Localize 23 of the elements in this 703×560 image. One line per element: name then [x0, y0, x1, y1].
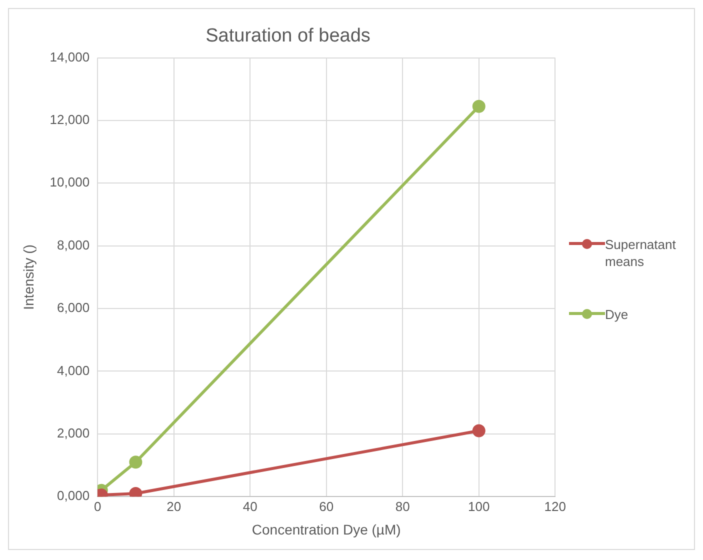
legend-label: Supernatant means [605, 236, 677, 270]
y-tick-label: 12,000 [50, 112, 90, 128]
x-tick-label: 0 [94, 498, 102, 514]
x-axis-title: Concentration Dye (µM) [252, 521, 401, 538]
legend-label: Dye [605, 306, 628, 322]
x-tick-label: 80 [395, 498, 410, 514]
y-tick-label: 14,000 [50, 49, 90, 64]
point [472, 100, 486, 113]
point [472, 424, 486, 438]
point [129, 456, 142, 469]
y-tick-label: 4,000 [57, 362, 90, 378]
chart-title: Saturation of beads [206, 26, 370, 47]
x-tick-label: 40 [242, 498, 258, 514]
y-tick-label: 10,000 [50, 174, 90, 190]
x-tick-label: 100 [468, 498, 490, 514]
x-tick-label: 60 [319, 498, 334, 514]
y-axis-title: Intensity () [20, 244, 36, 310]
x-tick-label: 120 [544, 498, 566, 514]
y-tick-label: 0,000 [57, 488, 90, 504]
y-tick-label: 6,000 [57, 300, 90, 316]
y-tick-label: 2,000 [57, 425, 90, 440]
y-tick-label: 8,000 [57, 237, 90, 252]
x-tick-label: 20 [166, 498, 182, 514]
